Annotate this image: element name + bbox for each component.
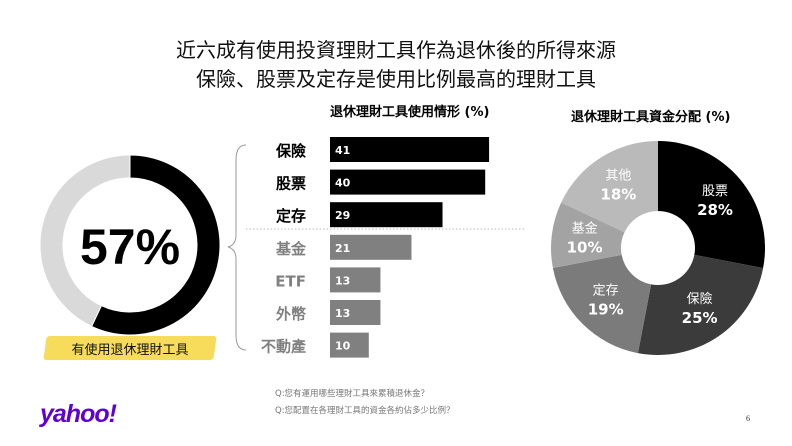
bar-category-label: 基金: [275, 240, 307, 258]
pie-slice: [658, 141, 765, 269]
brace: [227, 144, 247, 351]
bar: [330, 202, 443, 228]
bar-value-label: 10: [335, 340, 351, 353]
pie-slice-label: 保險: [687, 292, 713, 307]
yahoo-logo: yahoo!: [40, 400, 117, 428]
bar-chart-title: 退休理財工具使用情形 (%): [330, 105, 490, 120]
pie-slice-label: 其他: [605, 169, 631, 184]
slide-title-line1: 近六成有使用投資理財工具作為退休後的所得來源: [176, 38, 616, 62]
bar-category-label: ETF: [275, 272, 306, 290]
donut-value-label: 57%: [80, 219, 180, 275]
pie-slice-value: 25%: [682, 309, 718, 327]
pie-slice-label: 基金: [572, 221, 598, 237]
bar-category-label: 保險: [275, 142, 306, 160]
bar: [330, 169, 486, 195]
pie-slice: [550, 202, 625, 269]
pie-slice-value: 28%: [697, 201, 733, 219]
bar: [330, 300, 381, 325]
bar-value-label: 41: [335, 144, 350, 157]
pie-chart-title: 退休理財工具資金分配 (%): [571, 110, 731, 125]
pie-slice: [552, 254, 652, 354]
pie-slice-value: 18%: [600, 186, 636, 204]
pie-slice-value: 19%: [588, 300, 624, 318]
bar-value-label: 13: [335, 307, 350, 320]
pie-slice-label: 定存: [593, 283, 619, 298]
page-number: 6: [746, 414, 750, 423]
bar-value-label: 13: [335, 274, 350, 287]
pie-slice-value: 10%: [567, 239, 603, 257]
bar-value-label: 21: [335, 242, 350, 255]
donut-caption: 有使用退休理財工具: [71, 343, 189, 358]
bar-value-label: 40: [335, 177, 351, 190]
bar: [330, 234, 412, 260]
bar-category-label: 股票: [276, 175, 306, 193]
footnote-question-2: Q:您配置在各理財工具的資金各約佔多少比例？: [275, 406, 455, 416]
pie-slice-label: 股票: [702, 184, 728, 199]
footnote-question-1: Q:您有運用哪些理財工具來累積退休金？: [275, 389, 430, 399]
bar-category-label: 外幣: [275, 305, 306, 323]
bar: [330, 332, 369, 358]
bar-category-label: 不動產: [261, 338, 306, 356]
bar-value-label: 29: [335, 209, 350, 222]
bar-category-label: 定存: [276, 207, 306, 225]
pie-slice: [637, 254, 764, 355]
bar: [330, 137, 490, 162]
donut-value-arc: [91, 154, 221, 336]
slide-title-line2: 保險、股票及定存是使用比例最高的理財工具: [196, 67, 596, 91]
bar: [330, 267, 381, 293]
pie-slice: [561, 141, 658, 233]
